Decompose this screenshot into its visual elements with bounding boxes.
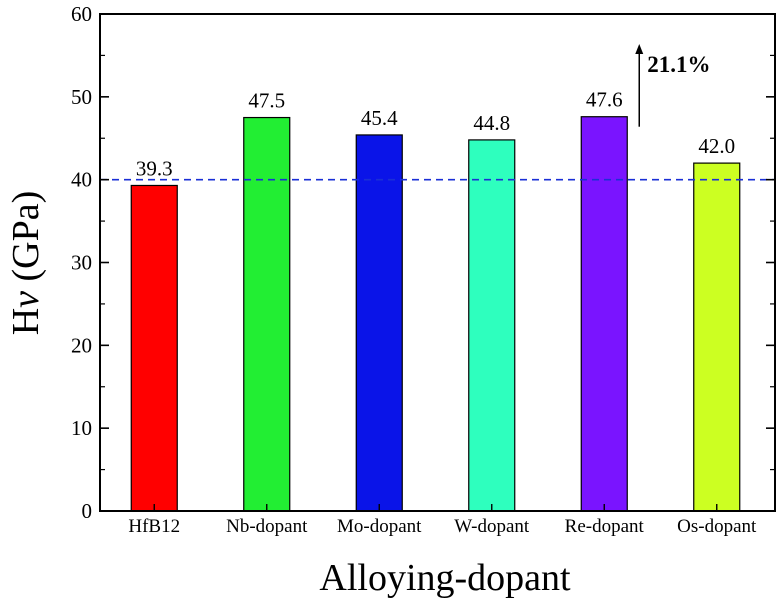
y-tick-label: 50 <box>71 85 92 109</box>
y-tick-label: 60 <box>71 2 92 26</box>
bar-w-dopant <box>468 139 516 512</box>
value-label: 42.0 <box>698 134 735 158</box>
x-tick-label: Os-dopant <box>677 516 757 537</box>
bar-mo-dopant <box>355 134 403 512</box>
value-label: 45.4 <box>361 106 398 130</box>
y-tick-label: 20 <box>71 333 92 357</box>
annotation-group: 21.1% <box>635 44 711 127</box>
axes-group: 0 10 20 30 40 50 60 HfB12 Nb-dopant Mo-dopant W-do… <box>71 2 776 537</box>
y-tick-label: 10 <box>71 416 92 440</box>
x-tick-label: Re-dopant <box>565 516 645 537</box>
x-tick-label: Mo-dopant <box>337 516 422 537</box>
bars-group: 39.3 47.5 45.4 44.8 47.6 42.0 <box>130 88 741 512</box>
value-label: 47.6 <box>586 88 623 112</box>
y-tick-label: 40 <box>71 168 92 192</box>
y-axis-label-italic: v <box>5 291 47 308</box>
plot-frame <box>99 13 776 512</box>
value-label: 47.5 <box>248 89 285 113</box>
value-label: 44.8 <box>473 111 510 135</box>
x-axis-label: Alloying-dopant <box>319 557 571 599</box>
annotation-arrow-head <box>635 44 644 54</box>
y-axis-label-main: H <box>5 308 47 335</box>
bar-hfb12 <box>130 184 178 512</box>
x-tick-label: HfB12 <box>128 516 180 537</box>
y-axis-label-unit: (GPa) <box>5 191 47 291</box>
bar-os-dopant <box>693 162 741 512</box>
y-tick-label: 30 <box>71 251 92 275</box>
value-label: 39.3 <box>136 156 173 180</box>
annotation-label: 21.1% <box>647 52 710 77</box>
x-tick-label: W-dopant <box>454 516 530 537</box>
y-tick-label: 0 <box>82 499 93 523</box>
bar-nb-dopant <box>243 116 291 512</box>
y-axis-label: Hv (GPa) <box>5 191 47 336</box>
bar-re-dopant <box>580 116 628 512</box>
x-tick-label: Nb-dopant <box>226 516 308 537</box>
